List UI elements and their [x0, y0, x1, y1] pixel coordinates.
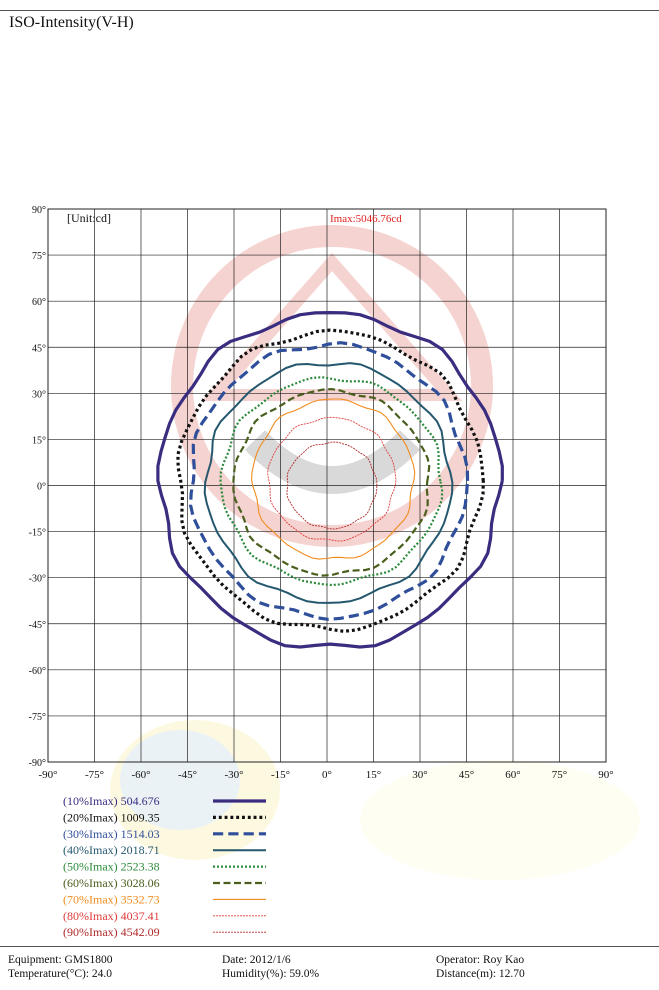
x-tick-label: 30°: [412, 769, 427, 781]
footer-col-operator: Operator: Roy Kao Distance(m): 12.70: [436, 953, 525, 981]
footer-rule: [0, 946, 659, 947]
x-tick-label: 60°: [505, 769, 520, 781]
contour-90pct-imax: [286, 441, 378, 530]
x-tick-label: -30°: [224, 769, 243, 781]
y-tick-label: 60°: [32, 297, 46, 308]
contour-40pct-imax: [203, 362, 454, 604]
x-tick-label: -90°: [38, 769, 57, 781]
y-tick-label: 75°: [32, 251, 46, 262]
x-tick-label: -15°: [271, 769, 290, 781]
legend-entry-label: (10%Imax) 504.676: [63, 794, 160, 808]
top-rule: [0, 10, 659, 11]
x-tick-label: -45°: [178, 769, 197, 781]
y-tick-label: -90°: [29, 758, 46, 769]
y-tick-label: -75°: [29, 712, 46, 723]
legend-entry-label: (90%Imax) 4542.09: [63, 925, 160, 939]
date-text: Date: 2012/1/6: [222, 954, 291, 966]
legend-entry-label: (80%Imax) 4037.41: [63, 909, 160, 923]
y-tick-label: 90°: [32, 205, 46, 216]
legend-entry-label: (60%Imax) 3028.06: [63, 876, 160, 890]
unit-label: [Unit:cd]: [67, 211, 111, 225]
contour-80pct-imax: [267, 416, 397, 542]
contour-20pct-imax: [176, 328, 485, 633]
contour-60pct-imax: [232, 388, 431, 577]
contour-70pct-imax: [251, 398, 416, 560]
watermark-logo: [110, 225, 640, 880]
page-title: ISO-Intensity(V-H): [9, 14, 134, 31]
footer-col-equipment: Equipment: GMS1800 Temperature(°C): 24.0: [8, 953, 112, 981]
y-tick-label: 15°: [32, 435, 46, 446]
distance-text: Distance(m): 12.70: [436, 968, 525, 980]
y-tick-label: 0°: [37, 482, 46, 493]
y-tick-label: -60°: [29, 666, 46, 677]
legend-entry-label: (30%Imax) 1514.03: [63, 827, 160, 841]
legend-entry-label: (50%Imax) 2523.38: [63, 860, 160, 874]
legend-entry-label: (70%Imax) 3532.73: [63, 892, 160, 906]
contour-50pct-imax: [219, 376, 444, 587]
y-tick-label: -30°: [29, 574, 46, 585]
y-tick-label: -45°: [29, 620, 46, 631]
equipment-text: Equipment: GMS1800: [8, 954, 113, 966]
x-tick-label: 0°: [322, 769, 332, 781]
x-tick-label: -75°: [85, 769, 104, 781]
contour-10pct-imax: [156, 311, 504, 649]
y-tick-label: 30°: [32, 389, 46, 400]
imax-label: Imax:5046.76cd: [330, 213, 402, 225]
x-tick-label: 75°: [552, 769, 567, 781]
x-tick-label: -60°: [131, 769, 150, 781]
x-tick-label: 15°: [366, 769, 381, 781]
x-tick-label: 45°: [459, 769, 474, 781]
x-tick-label: 90°: [598, 769, 613, 781]
legend-entry-label: (40%Imax) 2018.71: [63, 843, 160, 857]
y-tick-label: 45°: [32, 343, 46, 354]
footer-col-date: Date: 2012/1/6 Humidity(%): 59.0%: [222, 953, 319, 981]
contour-30pct-imax: [188, 341, 470, 622]
temperature-text: Temperature(°C): 24.0: [8, 968, 113, 980]
operator-text: Operator: Roy Kao: [436, 954, 525, 966]
y-tick-label: -15°: [29, 528, 46, 539]
humidity-text: Humidity(%): 59.0%: [222, 968, 320, 980]
legend-entry-label: (20%Imax) 1009.35: [63, 810, 160, 824]
